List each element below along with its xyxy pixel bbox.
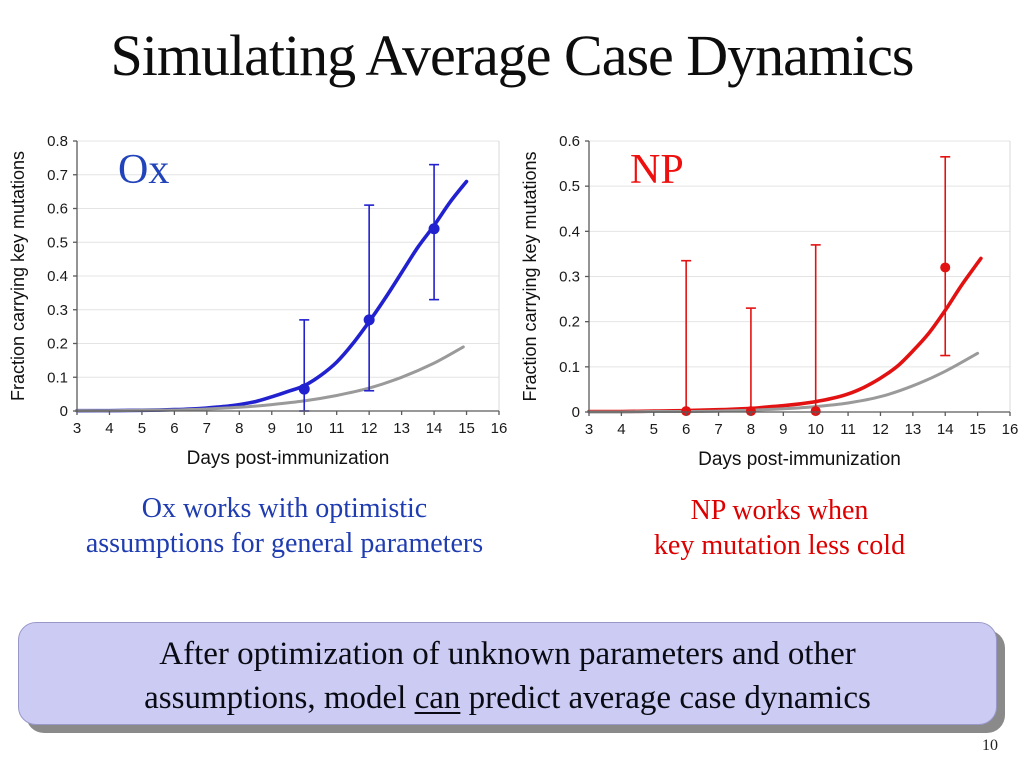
x-tick-label: 15 <box>969 421 986 438</box>
x-tick-label: 9 <box>268 420 276 437</box>
x-tick-label: 15 <box>458 420 475 437</box>
x-tick-label: 12 <box>361 420 378 437</box>
x-tick-label: 11 <box>329 420 345 437</box>
y-tick-label: 0.5 <box>559 178 580 195</box>
y-tick-label: 0.6 <box>559 133 580 150</box>
callout-line1: After optimization of unknown parameters… <box>159 636 856 672</box>
y-tick-label: 0.2 <box>559 314 580 331</box>
callout-line2-before: assumptions, model <box>144 680 415 716</box>
y-tick-label: 0.7 <box>47 167 68 184</box>
x-tick-label: 10 <box>296 420 313 437</box>
x-tick-label: 7 <box>203 420 211 437</box>
y-tick-label: 0.4 <box>47 268 68 285</box>
baseline-simulation-curve <box>587 351 980 414</box>
x-tick-label: 14 <box>426 420 443 437</box>
x-tick-label: 13 <box>393 420 410 437</box>
data-point-marker <box>745 406 756 417</box>
y-axis-label: Fraction carrying key mutations <box>8 151 28 401</box>
y-tick-label: 0.6 <box>47 201 68 218</box>
data-point-marker <box>681 406 692 417</box>
x-tick-label: 9 <box>779 421 787 438</box>
x-tick-label: 16 <box>491 420 508 437</box>
y-tick-label: 0 <box>60 403 68 420</box>
y-tick-label: 0.3 <box>47 302 68 319</box>
x-tick-label: 13 <box>905 421 922 438</box>
callout-box: After optimization of unknown parameters… <box>18 622 997 725</box>
x-tick-label: 4 <box>617 421 625 438</box>
series-corner-label: Ox <box>118 147 169 193</box>
model-simulation-curve <box>587 256 983 414</box>
x-axis-label: Days post-immunization <box>698 449 901 470</box>
x-tick-label: 5 <box>138 420 146 437</box>
caption-ox-line2: assumptions for general parameters <box>85 528 484 559</box>
x-tick-label: 6 <box>170 420 178 437</box>
caption-np: NP works when key mutation less cold <box>597 493 962 563</box>
callout-line2: assumptions, model can predict average c… <box>19 676 996 720</box>
callout-line2-after: predict average case dynamics <box>460 680 871 716</box>
caption-ox: Ox works with optimistic assumptions for… <box>22 491 547 561</box>
y-tick-label: 0.8 <box>47 133 68 150</box>
data-point-marker <box>810 406 821 417</box>
caption-ox-line1: Ox works with optimistic <box>141 493 428 524</box>
x-tick-label: 3 <box>73 420 81 437</box>
caption-np-line2: key mutation less cold <box>653 530 906 561</box>
y-tick-label: 0.4 <box>559 223 580 240</box>
chart-ox-canvas: 3 4 5 6 7 8 9 10 11 12 13 14 15 16 0 0.1 0.2 0.3 0.4 0.5 0.6… <box>8 133 508 469</box>
y-tick-label: 0.2 <box>47 336 68 353</box>
x-tick-label: 4 <box>105 420 113 437</box>
x-axis-label: Days post-immunization <box>187 448 390 469</box>
x-tick-label: 11 <box>840 421 856 438</box>
x-tick-label: 12 <box>872 421 889 438</box>
x-tick-label: 16 <box>1002 421 1019 438</box>
y-tick-label: 0.1 <box>559 359 580 376</box>
x-tick-label: 3 <box>585 421 593 438</box>
y-tick-label: 0.1 <box>47 369 68 386</box>
baseline-simulation-curve <box>75 345 465 413</box>
slide-title: Simulating Average Case Dynamics <box>110 23 915 88</box>
series-corner-label: NP <box>630 147 684 193</box>
page-number: 10 <box>982 737 998 754</box>
x-tick-label: 5 <box>650 421 658 438</box>
data-point-marker <box>940 262 951 273</box>
chart-ox: 3 4 5 6 7 8 9 10 11 12 13 14 15 16 0 0.1 0.2 0.3 0.4 0.5 0.6… <box>8 125 513 480</box>
data-point-marker <box>298 383 310 395</box>
y-tick-label: 0.5 <box>47 234 68 251</box>
x-tick-label: 10 <box>807 421 824 438</box>
chart-np: 3 4 5 6 7 8 9 10 11 12 13 14 15 16 0 0.1 0.2 0.3 0.4 0.5 0.6… <box>520 125 1024 480</box>
x-tick-label: 8 <box>235 420 243 437</box>
x-tick-label: 8 <box>747 421 755 438</box>
y-tick-label: 0.3 <box>559 269 580 286</box>
y-tick-label: 0 <box>572 404 580 421</box>
caption-np-line1: NP works when <box>690 495 869 526</box>
x-tick-label: 7 <box>714 421 722 438</box>
y-axis-label: Fraction carrying key mutations <box>520 151 540 401</box>
chart-np-canvas: 3 4 5 6 7 8 9 10 11 12 13 14 15 16 0 0.1 0.2 0.3 0.4 0.5 0.6… <box>520 133 1019 470</box>
data-point-marker <box>363 314 375 326</box>
callout-underlined-word: can <box>414 680 461 716</box>
x-tick-label: 6 <box>682 421 690 438</box>
x-tick-label: 14 <box>937 421 954 438</box>
data-point-marker <box>428 223 440 235</box>
